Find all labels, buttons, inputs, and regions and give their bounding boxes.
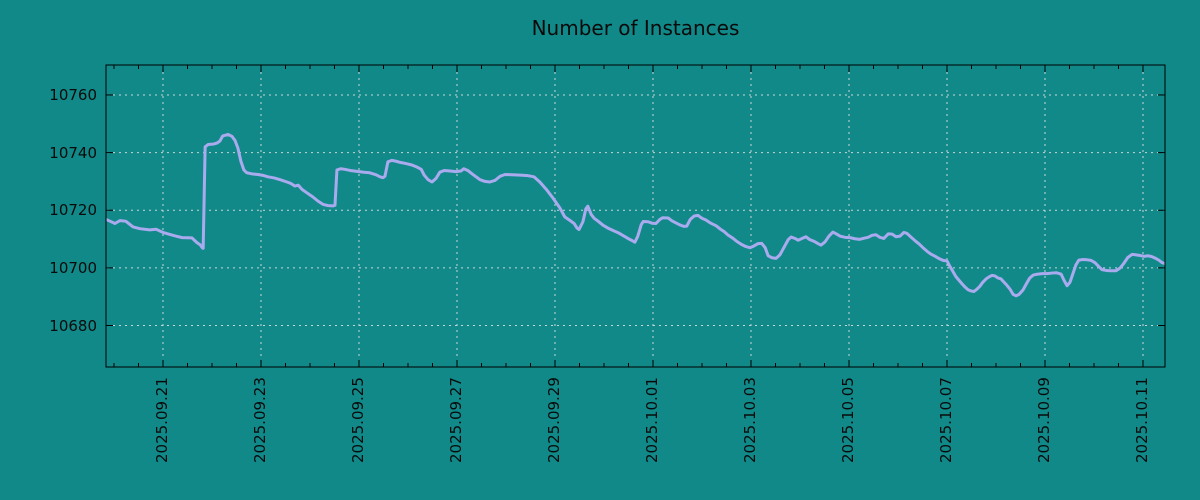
x-tick-label: 2025.10.05 bbox=[839, 377, 858, 463]
x-tick-label: 2025.09.27 bbox=[447, 377, 466, 463]
x-tick-label: 2025.09.29 bbox=[545, 377, 564, 463]
y-tick-label: 10720 bbox=[49, 201, 97, 220]
x-tick-label: 2025.10.09 bbox=[1035, 377, 1054, 463]
x-tick-label: 2025.10.03 bbox=[741, 377, 760, 463]
y-tick-label: 10740 bbox=[49, 143, 97, 162]
x-tick-label: 2025.09.23 bbox=[251, 377, 270, 463]
x-tick-label: 2025.10.11 bbox=[1133, 377, 1152, 463]
y-tick-label: 10700 bbox=[49, 258, 97, 277]
x-tick-label: 2025.10.01 bbox=[643, 377, 662, 463]
x-tick-label: 2025.09.21 bbox=[153, 377, 172, 463]
x-tick-label: 2025.10.07 bbox=[937, 377, 956, 463]
y-tick-label: 10680 bbox=[49, 316, 97, 335]
data-line bbox=[105, 132, 1166, 298]
y-tick-label: 10760 bbox=[49, 85, 97, 104]
chart-title: Number of Instances bbox=[531, 16, 740, 40]
x-tick-label: 2025.09.25 bbox=[349, 377, 368, 463]
plot-border bbox=[105, 64, 1166, 368]
